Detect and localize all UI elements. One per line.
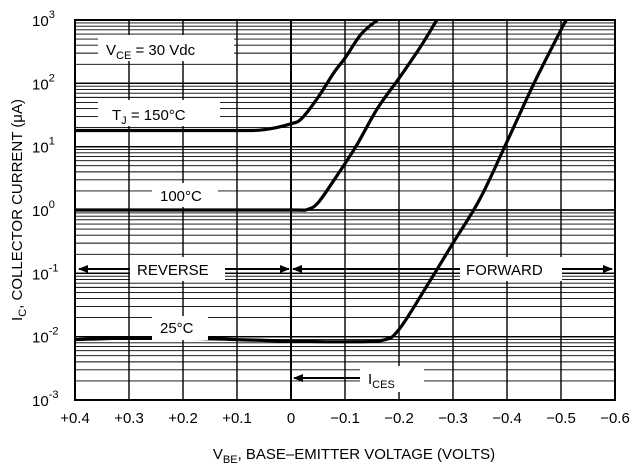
- y-axis-title: IC, COLLECTOR CURRENT (μA): [9, 99, 29, 321]
- y-tick-label: 101: [32, 136, 55, 157]
- x-tick-label: −0.6: [600, 410, 630, 427]
- t25-label-bg: [152, 316, 208, 340]
- ices-label: ICES: [368, 371, 395, 391]
- y-tick-label: 10-1: [32, 262, 58, 283]
- series-line-1: [74, 19, 439, 212]
- x-axis-title: VBE, BASE–EMITTER VOLTAGE (VOLTS): [213, 446, 495, 466]
- series-group: [74, 18, 568, 344]
- x-tick-label: −0.1: [330, 410, 360, 427]
- x-tick-label: +0.2: [168, 410, 198, 427]
- ices-label-bg: [360, 366, 424, 392]
- x-tick-label: +0.3: [114, 410, 144, 427]
- forward-label: FORWARD: [466, 262, 543, 279]
- forward-label-bg: [460, 257, 562, 281]
- y-tick-label: 103: [32, 9, 55, 30]
- t100-label: 100°C: [160, 188, 202, 205]
- series-line-2: [74, 19, 568, 344]
- x-tick-label: +0.4: [60, 410, 90, 427]
- reverse-label-bg: [130, 257, 225, 281]
- y-tick-label: 10-2: [32, 326, 58, 347]
- x-tick-label: −0.3: [438, 410, 468, 427]
- ticks: +0.4 +0.3 +0.2 +0.1 0 −0.1 −0.2 −0.3 −0.4 −0.5 −0.…: [32, 9, 630, 427]
- tj-label-bg: [98, 100, 220, 126]
- y-tick-label: 102: [32, 72, 55, 93]
- y-tick-label: 100: [32, 199, 55, 220]
- x-tick-label: +0.1: [222, 410, 252, 427]
- y-tick-label: 10-3: [32, 389, 58, 410]
- tj-label: TJ = 150°C: [112, 107, 186, 127]
- vce-label-bg: [98, 35, 234, 61]
- vce-label: VCE = 30 Vdc: [106, 42, 196, 62]
- reverse-label: REVERSE: [137, 262, 209, 279]
- x-tick-label: 0: [287, 410, 295, 427]
- t100-label-bg: [152, 183, 218, 207]
- t25-label: 25°C: [160, 320, 194, 337]
- plot-frame: [74, 19, 616, 401]
- x-tick-label: −0.5: [546, 410, 576, 427]
- series-line-0: [75, 18, 379, 133]
- x-tick-label: −0.2: [384, 410, 414, 427]
- x-tick-label: −0.4: [492, 410, 522, 427]
